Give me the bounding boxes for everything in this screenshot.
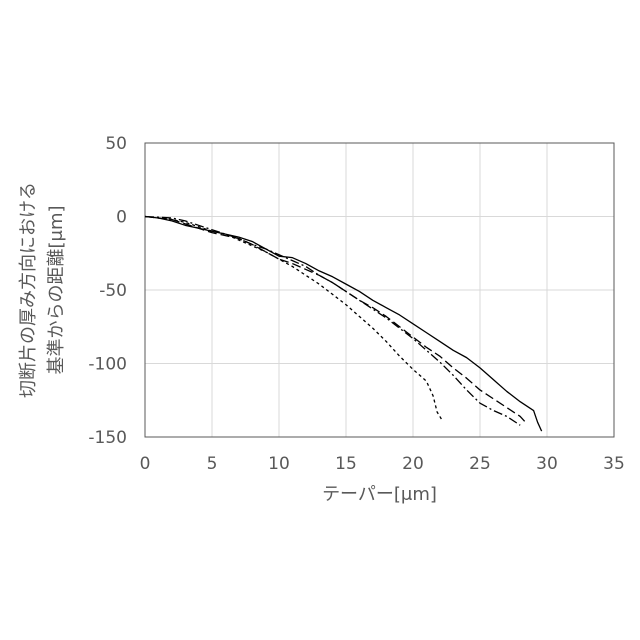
series-line-4-short-dash [145,217,442,421]
x-tick-label: 25 [469,454,491,474]
y-tick-label: -100 [88,355,127,375]
tick-labels: 0 5 10 15 20 25 30 35 50 0 -50 -100 -150 [88,134,624,474]
y-axis-title-line-2: 基準からの距離[μm] [46,205,67,374]
x-tick-label: 30 [536,454,558,474]
y-tick-label: -150 [88,428,127,448]
x-tick-label: 5 [207,454,218,474]
series-lines [145,217,542,432]
x-axis-title: テーパー[μm] [322,484,437,505]
series-line-1-solid [145,217,542,432]
x-tick-label: 0 [140,454,151,474]
gridlines [145,143,614,437]
series-line-3-dash-dot [145,217,520,426]
x-tick-label: 10 [268,454,290,474]
y-tick-label: -50 [99,281,127,301]
x-tick-label: 20 [402,454,424,474]
x-tick-label: 35 [603,454,625,474]
y-axis-title-line-1: 切断片の厚み方向における [18,182,39,398]
y-tick-label: 50 [105,134,127,154]
y-tick-label: 0 [116,208,127,228]
x-tick-label: 15 [335,454,357,474]
